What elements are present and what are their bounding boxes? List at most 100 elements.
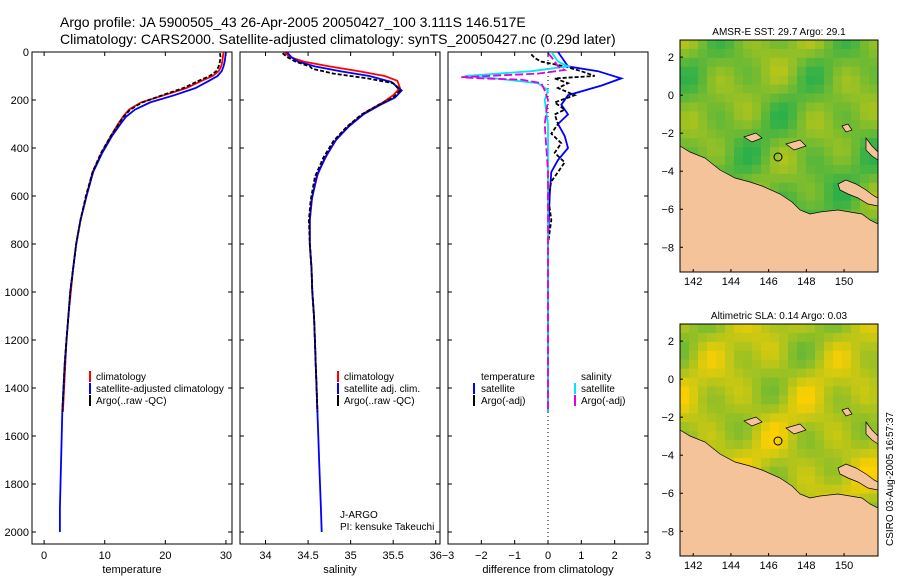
map-cell (869, 413, 878, 423)
map-cell (779, 48, 789, 59)
map-cell (797, 457, 807, 468)
x-tick-label: 34.5 (297, 550, 318, 562)
map-cell (725, 40, 735, 50)
map-cell (770, 84, 780, 94)
map-cell (698, 120, 708, 130)
map-cell (788, 191, 798, 202)
map-cell (779, 457, 789, 468)
map-cell (797, 84, 807, 94)
map-cell (860, 457, 870, 468)
map-cell (770, 164, 780, 175)
x-tick-label: 30 (220, 550, 232, 562)
map-cell (761, 75, 771, 86)
map-cell (788, 66, 798, 77)
map-cell (752, 341, 762, 352)
map-cell (815, 457, 825, 468)
map-cell (770, 120, 780, 130)
x-tick-label: 0 (545, 550, 551, 562)
map-cell (833, 40, 843, 50)
map-cell (833, 359, 843, 370)
map-cell (734, 66, 744, 77)
map-cell (788, 440, 798, 450)
map-cell (734, 386, 744, 396)
map-cell (806, 156, 816, 166)
map-cell (743, 457, 753, 468)
map-cell (761, 377, 771, 387)
map-cell (716, 422, 726, 432)
map-cell (788, 93, 798, 103)
map-cell (779, 57, 789, 68)
map-cell (716, 66, 726, 77)
map-cell (743, 156, 753, 166)
map-cell (734, 359, 744, 370)
map-cell (833, 156, 843, 166)
map-cell (815, 57, 825, 68)
map-cell (815, 413, 825, 423)
map-cell (824, 156, 834, 166)
map-cell (752, 350, 762, 361)
map-cell (797, 48, 807, 59)
map-cell (698, 75, 708, 86)
map-cell (779, 324, 789, 334)
map-cell (707, 368, 717, 378)
map-cell (851, 147, 861, 157)
map-cell (725, 350, 735, 361)
map-cell (752, 48, 762, 59)
map-cell (770, 66, 780, 77)
map-cell (725, 66, 735, 77)
sla-map-title: Altimetric SLA: 0.14 Argo: 0.03 (711, 311, 848, 322)
map-cell (797, 129, 807, 139)
map-cell (752, 138, 762, 148)
map-cell (698, 413, 708, 423)
map-cell (815, 102, 825, 112)
series-argo (282, 52, 402, 413)
map-cell (815, 368, 825, 378)
difference-legend: temperature satellite Argo(-adj) salinit… (473, 372, 625, 407)
map-cell (824, 440, 834, 450)
map-cell (860, 413, 870, 423)
map-cell (806, 431, 816, 441)
map-cell (815, 75, 825, 86)
y-tick-label: 2000 (5, 527, 29, 539)
map-cell (797, 466, 807, 477)
map-cell (815, 332, 825, 343)
map-cell (797, 156, 807, 166)
map-cell (815, 40, 825, 50)
map-cell (734, 75, 744, 86)
map-cell (779, 164, 789, 175)
map-cell (815, 93, 825, 103)
legend-heading-salinity: salinity (581, 372, 612, 383)
map-cell (797, 93, 807, 103)
map-cell (815, 138, 825, 148)
map-cell (779, 404, 789, 414)
map-cell (770, 156, 780, 166)
map-cell (725, 368, 735, 378)
map-cell (689, 120, 699, 130)
map-cell (734, 102, 744, 112)
map-cell (770, 57, 780, 68)
map-cell (833, 129, 843, 139)
map-cell (851, 48, 861, 59)
map-cell (806, 466, 816, 477)
map-cell (860, 111, 870, 121)
map-cell (779, 431, 789, 441)
map-cell (797, 40, 807, 50)
y-tick-label: 800 (11, 239, 29, 251)
map-cell (761, 324, 771, 334)
map-cell (806, 448, 816, 459)
map-cell (815, 440, 825, 450)
map-cell (734, 111, 744, 121)
map-cell (752, 324, 762, 334)
map-cell (824, 147, 834, 157)
map-cell (869, 440, 878, 450)
x-tick-label: 2 (612, 550, 618, 562)
map-cell (851, 84, 861, 94)
map-cell (788, 102, 798, 112)
map-cell (833, 466, 843, 477)
map-cell (680, 48, 690, 59)
map-cell (869, 377, 878, 387)
map-cell (770, 147, 780, 157)
map-cell (860, 93, 870, 103)
map-cell (815, 182, 825, 193)
sla-map-frame (679, 323, 879, 557)
